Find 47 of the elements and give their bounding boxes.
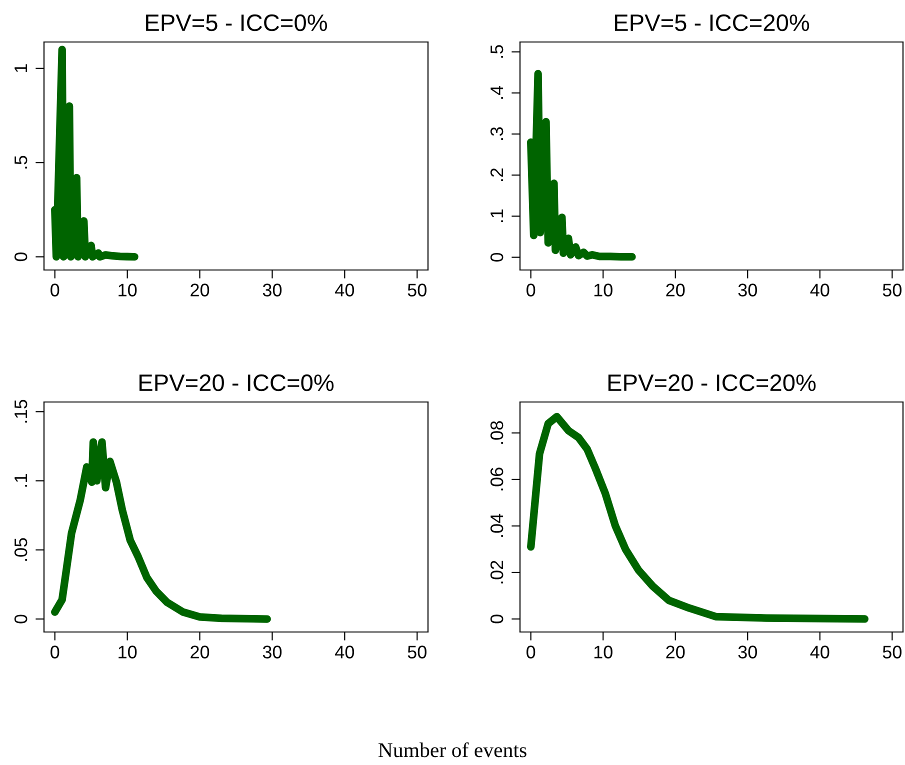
y-tick-label: 0 (14, 614, 28, 624)
chart-title: EPV=5 - ICC=0% (146, 14, 328, 32)
y-tick-label: 0 (490, 614, 504, 624)
y-tick-label: .08 (490, 421, 504, 444)
x-tick-label: 30 (738, 284, 757, 296)
x-tick-label: 20 (666, 284, 685, 296)
y-tick-label: 0 (14, 252, 28, 262)
x-tick-label: 40 (810, 284, 830, 296)
x-tick-label: 50 (882, 646, 902, 658)
x-tick-label: 20 (190, 284, 210, 296)
x-tick-label: 50 (882, 284, 902, 296)
y-tick-label: .02 (490, 560, 504, 584)
y-tick-label: 1 (14, 64, 28, 72)
x-tick-label: 30 (262, 646, 282, 658)
x-tick-label: 0 (526, 646, 536, 658)
y-tick-label: .2 (490, 168, 504, 181)
x-tick-label: 40 (810, 646, 830, 658)
x-tick-label: 40 (335, 284, 354, 296)
x-tick-label: 10 (118, 284, 137, 296)
y-tick-label: .5 (490, 45, 504, 58)
x-tick-label: 0 (50, 284, 60, 296)
x-tick-label: 50 (408, 646, 426, 658)
chart-title: EPV=5 - ICC=20% (615, 14, 810, 32)
y-tick-label: .05 (14, 538, 28, 561)
x-tick-label: 0 (50, 646, 60, 658)
y-tick-label: .04 (490, 514, 504, 537)
y-tick-label: .06 (490, 468, 504, 490)
x-tick-label: 40 (335, 646, 354, 658)
chart-title: EPV=20 - ICC=0% (140, 374, 334, 392)
text: Number of events (378, 742, 526, 758)
x-tick-label: 30 (262, 284, 282, 296)
y-tick-label: .1 (490, 210, 504, 222)
x-tick-label: 20 (190, 646, 210, 658)
x-tick-label: 0 (526, 284, 536, 296)
y-tick-label: .15 (14, 400, 28, 423)
x-tick-label: 10 (594, 646, 612, 658)
y-tick-label: .1 (14, 474, 28, 487)
x-tick-label: 10 (594, 284, 612, 296)
x-tick-label: 50 (408, 284, 426, 296)
chart-title: EPV=20 - ICC=20% (608, 374, 816, 392)
x-tick-label: 30 (738, 646, 757, 658)
x-tick-label: 20 (666, 646, 685, 658)
y-tick-label: .3 (490, 127, 504, 140)
y-tick-label: .4 (490, 86, 504, 99)
x-tick-label: 10 (118, 646, 137, 658)
y-tick-label: .5 (14, 156, 28, 168)
y-tick-label: 0 (490, 252, 504, 262)
